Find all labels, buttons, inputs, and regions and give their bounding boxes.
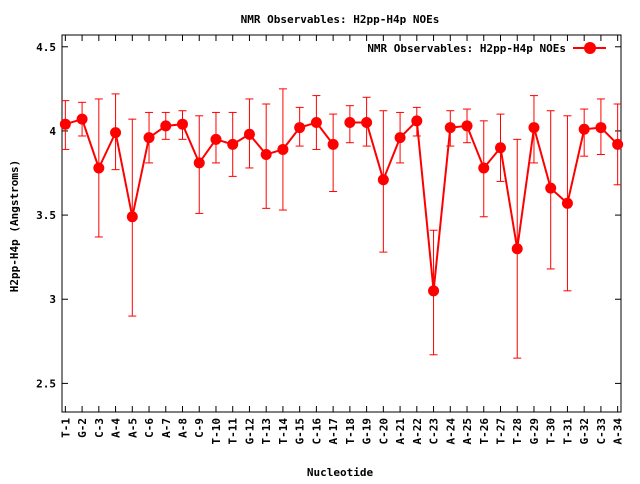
data-point (294, 122, 306, 134)
x-tick-label: T-26 (478, 418, 491, 445)
data-point (93, 162, 105, 174)
x-tick-label: C-3 (93, 418, 106, 438)
data-point (143, 132, 155, 144)
y-tick-label: 4 (49, 125, 56, 138)
x-tick-label: A-25 (461, 418, 474, 445)
data-point (177, 118, 189, 130)
data-point (528, 122, 540, 134)
data-point (277, 143, 289, 155)
data-point (595, 122, 607, 134)
y-tick-label: 4.5 (36, 41, 56, 54)
x-tick-label: A-5 (126, 418, 139, 438)
x-tick-label: C-20 (377, 418, 390, 445)
x-tick-label: C-23 (428, 418, 441, 445)
data-point (260, 148, 272, 160)
x-tick-label: G-32 (578, 418, 591, 445)
y-tick-label: 3 (49, 293, 56, 306)
y-tick-label: 3.5 (36, 209, 56, 222)
data-point (411, 115, 423, 127)
x-tick-label: A-34 (612, 418, 625, 445)
x-tick-label: T-18 (344, 418, 357, 445)
chart-title: NMR Observables: H2pp-H4p NOEs (241, 13, 440, 26)
data-point (344, 117, 356, 129)
data-point (126, 211, 138, 223)
data-point (361, 117, 373, 129)
data-point (561, 197, 573, 209)
data-point (210, 133, 222, 145)
x-tick-label: T-28 (511, 418, 524, 445)
legend-label: NMR Observables: H2pp-H4p NOEs (367, 42, 566, 55)
x-tick-label: G-29 (528, 418, 541, 445)
data-point (160, 120, 172, 132)
data-point (327, 138, 339, 150)
x-tick-label: T-10 (210, 418, 223, 445)
data-point (377, 174, 389, 186)
x-tick-label: C-6 (143, 418, 156, 438)
data-point (511, 243, 523, 255)
data-point (394, 132, 406, 144)
legend: NMR Observables: H2pp-H4p NOEs (367, 42, 606, 55)
x-tick-label: A-24 (444, 418, 457, 445)
data-point (310, 117, 322, 129)
x-tick-label: A-8 (177, 418, 190, 438)
y-axis-label: H2pp-H4p (Angstroms) (8, 160, 21, 292)
series-lines (65, 117, 619, 291)
data-point (578, 123, 590, 135)
data-point (444, 122, 456, 134)
data-points (59, 113, 624, 297)
x-tick-label: A-21 (394, 418, 407, 445)
x-tick-label: C-33 (595, 418, 608, 445)
x-tick-label: A-17 (327, 418, 340, 445)
data-point (428, 285, 440, 297)
plot-frame (61, 34, 622, 413)
x-tick-label: T-1 (59, 418, 72, 438)
x-tick-label: C-9 (193, 418, 206, 438)
legend-marker (584, 42, 596, 54)
y-axis: 2.5 3 3.5 4 4.5 (36, 41, 621, 390)
x-axis: T-1 G-2 C-3 A-4 A-5 C-6 A-7 A-8 C-9 T-10 T-11 G-12 T… (59, 35, 625, 445)
x-tick-label: A-7 (160, 418, 173, 438)
data-point (545, 182, 557, 194)
x-axis-label: Nucleotide (307, 466, 374, 479)
data-point (227, 138, 239, 150)
x-tick-label: T-27 (494, 418, 507, 445)
x-tick-label: T-13 (260, 418, 273, 445)
x-tick-label: C-16 (310, 418, 323, 445)
data-point (612, 138, 624, 150)
x-tick-label: G-12 (243, 418, 256, 445)
x-tick-label: T-11 (227, 418, 240, 445)
x-tick-label: G-15 (294, 418, 307, 445)
data-point (110, 127, 122, 139)
data-point (76, 113, 88, 125)
data-point (494, 142, 506, 154)
data-point (59, 118, 71, 130)
x-tick-label: G-2 (76, 418, 89, 438)
x-tick-label: A-4 (110, 418, 123, 438)
x-tick-label: A-22 (411, 418, 424, 445)
x-tick-label: T-31 (561, 418, 574, 445)
x-tick-label: G-19 (361, 418, 374, 445)
y-tick-label: 2.5 (36, 377, 56, 390)
data-point (461, 120, 473, 132)
data-point (478, 162, 490, 174)
x-tick-label: T-14 (277, 418, 290, 445)
x-tick-label: T-30 (545, 418, 558, 445)
data-point (193, 157, 205, 169)
data-point (243, 128, 255, 140)
